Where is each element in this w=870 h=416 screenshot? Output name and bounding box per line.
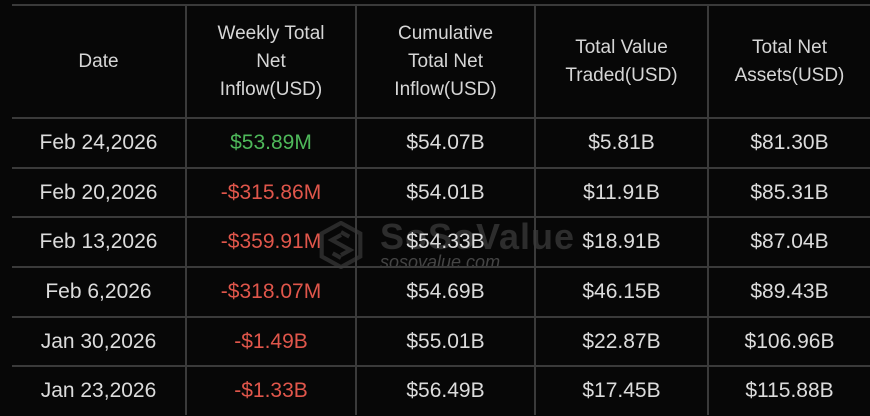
cumulative-net-inflow-cell: $54.01B (355, 166, 535, 218)
header-row: Date Weekly Total Net Inflow(USD) Cumula… (12, 4, 870, 118)
net-assets-cell: $106.96B (707, 315, 870, 367)
table-row: Jan 23,2026 -$1.33B $56.49B $17.45B $115… (12, 365, 870, 416)
cumulative-net-inflow-cell: $55.01B (355, 315, 535, 367)
cumulative-net-inflow-cell: $54.33B (355, 216, 535, 268)
date-cell: Feb 24,2026 (12, 117, 186, 168)
date-cell: Jan 30,2026 (12, 315, 186, 367)
cumulative-net-inflow-cell: $54.69B (355, 266, 535, 317)
weekly-net-inflow-cell: -$359.91M (185, 216, 356, 268)
date-cell: Feb 13,2026 (12, 216, 186, 268)
weekly-net-inflow-cell: $53.89M (185, 117, 356, 168)
value-traded-cell: $11.91B (534, 166, 708, 218)
column-header-value-traded: Total Value Traded(USD) (534, 4, 708, 118)
weekly-net-inflow-cell: -$318.07M (185, 266, 356, 317)
net-assets-cell: $87.04B (707, 216, 870, 268)
column-header-weekly-net-inflow: Weekly Total Net Inflow(USD) (185, 4, 356, 118)
column-header-net-assets: Total Net Assets(USD) (707, 4, 870, 118)
date-cell: Feb 20,2026 (12, 166, 186, 218)
date-cell: Jan 23,2026 (12, 365, 186, 416)
column-header-date: Date (12, 4, 186, 118)
net-assets-cell: $89.43B (707, 266, 870, 317)
net-assets-cell: $85.31B (707, 166, 870, 218)
table-row: Feb 6,2026 -$318.07M $54.69B $46.15B $89… (12, 266, 870, 317)
value-traded-cell: $5.81B (534, 117, 708, 168)
table-row: Feb 13,2026 -$359.91M $54.33B $18.91B $8… (12, 216, 870, 268)
cumulative-net-inflow-cell: $56.49B (355, 365, 535, 416)
table-row: Feb 20,2026 -$315.86M $54.01B $11.91B $8… (12, 166, 870, 218)
value-traded-cell: $18.91B (534, 216, 708, 268)
date-cell: Feb 6,2026 (12, 266, 186, 317)
value-traded-cell: $17.45B (534, 365, 708, 416)
column-header-cumulative-net-inflow: Cumulative Total Net Inflow(USD) (355, 4, 535, 118)
etf-weekly-flows-table: Date Weekly Total Net Inflow(USD) Cumula… (12, 4, 870, 416)
weekly-net-inflow-cell: -$1.33B (185, 365, 356, 416)
weekly-net-inflow-cell: -$315.86M (185, 166, 356, 218)
value-traded-cell: $22.87B (534, 315, 708, 367)
table-body: Feb 24,2026 $53.89M $54.07B $5.81B $81.3… (12, 117, 870, 416)
weekly-net-inflow-cell: -$1.49B (185, 315, 356, 367)
table-header: Date Weekly Total Net Inflow(USD) Cumula… (12, 4, 870, 118)
cumulative-net-inflow-cell: $54.07B (355, 117, 535, 168)
table-row: Feb 24,2026 $53.89M $54.07B $5.81B $81.3… (12, 117, 870, 168)
net-assets-cell: $81.30B (707, 117, 870, 168)
value-traded-cell: $46.15B (534, 266, 708, 317)
net-assets-cell: $115.88B (707, 365, 870, 416)
table-row: Jan 30,2026 -$1.49B $55.01B $22.87B $106… (12, 315, 870, 367)
